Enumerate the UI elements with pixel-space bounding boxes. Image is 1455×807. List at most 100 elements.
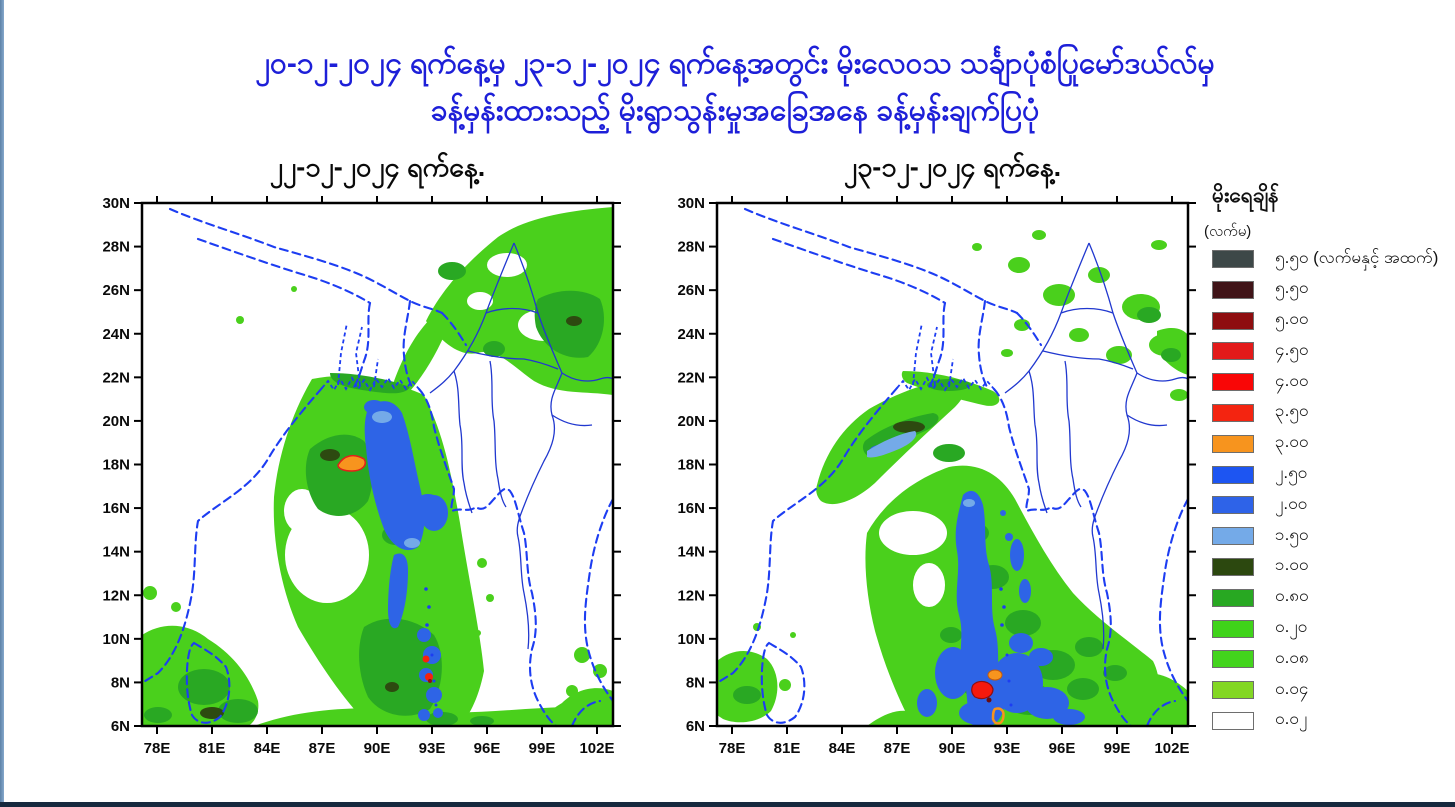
axis-layer: 30N 28N 26N 24N 22N 20N 18N 16N 14N 12N 10N 8N 6N 78E… (102, 195, 621, 757)
legend-swatch (1212, 250, 1254, 268)
axis-tick-label: 26N (102, 282, 130, 299)
legend-swatch (1212, 403, 1254, 422)
legend-swatch (1212, 557, 1254, 576)
left-edge-strip (0, 0, 4, 807)
map-day1: 30N 28N 26N 24N 22N 20N 18N 16N 14N 12N 10N 8N 6N 78E… (102, 195, 621, 757)
axis-tick-label: 12N (677, 587, 705, 604)
rain-layer-day2 (717, 230, 1188, 726)
legend-label: ၀.၀၄ (1275, 678, 1309, 698)
axis-tick-label: 28N (102, 239, 130, 256)
legend-label: ၀.၈၀ (1275, 586, 1309, 606)
map-title-day2: ၂၃-၁၂-၂၀၂၄ ရက်နေ့. (843, 152, 1062, 182)
legend-swatch (1212, 650, 1254, 669)
legend-swatch (1212, 496, 1254, 515)
axis-tick-label: 81E (199, 740, 226, 757)
legend-row: ၀.၈၀ (1212, 586, 1438, 607)
legend-swatch (1212, 280, 1254, 299)
axis-layer: 30N 28N 26N 24N 22N 20N 18N 16N 14N 12N 10N 8N 6N 78E… (677, 195, 1196, 757)
axis-tick-label: 18N (677, 457, 705, 474)
axis-tick-label: 14N (677, 544, 705, 561)
legend-row: ၁.၅၀ (1212, 525, 1438, 546)
axis-tick-label: 93E (994, 740, 1021, 757)
legend-label: ၅.၅၀ (1275, 278, 1309, 298)
legend-swatch (1212, 342, 1254, 361)
legend-row: ၅.၀၀ (1212, 309, 1438, 330)
page-title-line1: ၂၀-၁၂-၂၀၂၄ ရက်နေ့မှ ၂၃-၁၂-၂၀၂၄ ရက်နေ့အတွ… (255, 47, 1215, 80)
axis-tick-label: 20N (677, 413, 705, 430)
legend-label: ၀.၂၀ (1275, 617, 1308, 637)
axis-tick-label: 16N (677, 500, 705, 517)
axis-tick-label: 10N (677, 631, 705, 648)
axis-tick-label: 22N (102, 369, 130, 386)
legend-row: ၃.၅၀ (1212, 401, 1438, 422)
legend-row: ၅.၅၀ (လက်မနှင့် အထက်) (1212, 248, 1438, 268)
legend-title: မိုးရေချိန် (1212, 184, 1279, 207)
legend-rows: ၅.၅၀ (လက်မနှင့် အထက်) ၅.၅၀၅.၀၀၄.၅၀၄.၀၀၃.၅… (1212, 248, 1438, 730)
legend-swatch (1212, 527, 1254, 546)
legend-swatch (1212, 373, 1254, 392)
legend-swatch (1212, 588, 1254, 607)
legend-swatch (1212, 681, 1254, 700)
legend-row: ၃.၀၀ (1212, 432, 1438, 453)
map-title-day1: ၂၂-၁၂-၂၀၂၄ ရက်နေ့. (269, 152, 486, 182)
legend-label: ၅.၀၀ (1275, 309, 1309, 329)
legend-label: ၁.၀၀ (1275, 555, 1309, 575)
axis-tick-label: 18N (102, 457, 130, 474)
axis-tick-label: 93E (419, 740, 446, 757)
legend-label: ၅.၅၀ (လက်မနှင့် အထက်) (1275, 247, 1439, 267)
legend-label: ၃.၀၀ (1275, 432, 1309, 452)
bottom-bar (0, 802, 1455, 807)
axis-tick-label: 24N (102, 326, 130, 343)
axis-tick-label: 30N (102, 195, 130, 212)
legend-label: ၂.၅၀ (1275, 463, 1308, 483)
legend-swatch (1212, 711, 1254, 730)
legend-swatch (1212, 434, 1254, 453)
rain-layer-day1 (142, 207, 613, 726)
legend-row: ၂.၅၀ (1212, 463, 1438, 484)
legend-swatch (1212, 619, 1254, 638)
legend-row: ၀.၀၈ (1212, 648, 1438, 669)
axis-tick-label: 8N (686, 674, 705, 691)
axis-tick-label: 14N (102, 544, 130, 561)
axis-tick-label: 84E (829, 740, 856, 757)
axis-tick-label: 22N (677, 369, 705, 386)
axis-tick-label: 26N (677, 282, 705, 299)
axis-tick-label: 8N (111, 674, 130, 691)
legend-row: ၀.၀၂ (1212, 709, 1438, 730)
axis-tick-label: 87E (309, 740, 336, 757)
axis-tick-label: 16N (102, 500, 130, 517)
legend-row: ၄.၅၀ (1212, 340, 1438, 361)
axis-tick-label: 96E (1049, 740, 1076, 757)
map-panel-day2: 30N 28N 26N 24N 22N 20N 18N 16N 14N 12N 10N 8N 6N 78E… (677, 195, 1196, 757)
axis-tick-label: 99E (1104, 740, 1131, 757)
legend-row: ၅.၅၀ (1212, 278, 1438, 299)
legend-row: ၀.၀၄ (1212, 679, 1438, 700)
axis-tick-label: 90E (364, 740, 391, 757)
axis-tick-label: 99E (529, 740, 556, 757)
axis-tick-label: 24N (677, 326, 705, 343)
legend-swatch (1212, 465, 1254, 484)
legend-swatch (1212, 311, 1254, 330)
map-panel-day1: 30N 28N 26N 24N 22N 20N 18N 16N 14N 12N 10N 8N 6N 78E… (102, 195, 621, 757)
legend-row: ၄.၀၀ (1212, 371, 1438, 392)
axis-tick-label: 28N (677, 239, 705, 256)
page-title-line2: ခန့်မှန်းထားသည့် မိုးရွာသွန်းမှုအခြေအနေ … (430, 94, 1040, 127)
legend-row: ၁.၀၀ (1212, 555, 1438, 576)
axis-tick-label: 6N (111, 718, 130, 735)
legend-label: ၄.၅၀ (1275, 339, 1309, 359)
legend-label: ၃.၅၀ (1275, 401, 1309, 421)
axis-tick-label: 10N (102, 631, 130, 648)
axis-tick-label: 30N (677, 195, 705, 212)
legend-label: ၀.၀၈ (1275, 647, 1309, 667)
axis-tick-label: 96E (474, 740, 501, 757)
axis-tick-label: 12N (102, 587, 130, 604)
axis-tick-label: 90E (939, 740, 966, 757)
legend-subtitle: (လက်မ) (1204, 223, 1252, 240)
axis-tick-label: 78E (144, 740, 171, 757)
axis-tick-label: 6N (686, 718, 705, 735)
axis-tick-label: 84E (254, 740, 281, 757)
legend-row: ၂.၀၀ (1212, 494, 1438, 515)
legend-label: ၁.၅၀ (1275, 524, 1309, 544)
map-day2: 30N 28N 26N 24N 22N 20N 18N 16N 14N 12N 10N 8N 6N 78E… (677, 195, 1196, 757)
